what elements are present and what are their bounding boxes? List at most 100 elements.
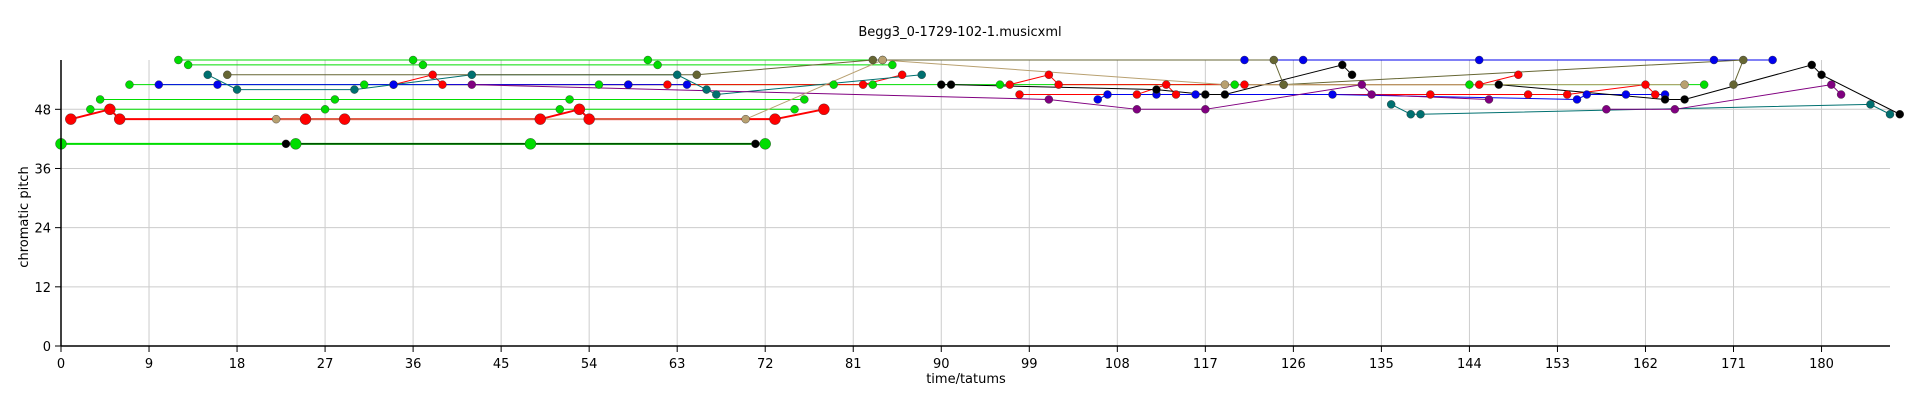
series-points-teal-13 xyxy=(203,70,926,99)
data-point xyxy=(1201,90,1210,99)
data-point xyxy=(1680,95,1689,104)
data-point xyxy=(1132,105,1142,114)
x-tick-label: 18 xyxy=(229,357,246,372)
data-point xyxy=(790,105,799,114)
data-point xyxy=(86,105,95,114)
data-point xyxy=(800,95,809,104)
data-point xyxy=(1220,80,1230,89)
data-point xyxy=(1162,80,1171,89)
data-point xyxy=(1514,70,1523,79)
data-point xyxy=(1347,70,1357,79)
data-point xyxy=(389,80,398,89)
series-line xyxy=(1498,64,1901,115)
data-point xyxy=(1729,80,1738,89)
data-point xyxy=(1641,80,1650,89)
data-point xyxy=(1680,80,1689,89)
data-point xyxy=(1817,70,1826,79)
data-point xyxy=(104,103,116,116)
data-point xyxy=(320,105,330,114)
data-point xyxy=(1005,80,1014,89)
data-point xyxy=(350,85,359,94)
data-point xyxy=(1386,100,1396,109)
data-point xyxy=(653,60,662,70)
data-point xyxy=(1171,90,1181,99)
series-points-red-7 xyxy=(389,70,907,89)
data-point xyxy=(682,80,692,89)
data-point xyxy=(1885,110,1895,119)
data-point xyxy=(702,85,711,94)
series-points-green-5 xyxy=(183,60,897,70)
series-red-6 xyxy=(70,108,825,121)
data-point xyxy=(1739,55,1748,65)
data-point xyxy=(1523,90,1533,99)
series-points-blue-11 xyxy=(1093,90,1670,104)
y-tick-label: 0 xyxy=(43,340,51,355)
data-point xyxy=(1699,80,1709,89)
data-point xyxy=(1220,90,1230,99)
data-point xyxy=(1582,90,1591,99)
data-point xyxy=(1651,90,1660,99)
data-point xyxy=(113,113,126,125)
data-point xyxy=(232,85,242,94)
data-point xyxy=(1807,60,1816,70)
series-points-black-16 xyxy=(937,60,1357,99)
series-points-teal-14 xyxy=(1386,100,1895,119)
data-point xyxy=(643,55,653,65)
data-point xyxy=(818,103,830,116)
series-points-blue-12 xyxy=(1240,55,1777,65)
data-point xyxy=(858,80,868,89)
data-point xyxy=(573,103,586,116)
data-point xyxy=(594,80,604,89)
data-point xyxy=(95,95,105,104)
series-points-green-1 xyxy=(86,105,799,114)
data-point xyxy=(751,139,760,149)
data-point xyxy=(759,138,771,150)
series-points-black-15 xyxy=(281,139,760,149)
data-point xyxy=(868,55,878,65)
data-point xyxy=(1279,80,1288,89)
data-point xyxy=(524,138,537,150)
data-point xyxy=(1709,55,1719,65)
series-points-olive-20 xyxy=(223,55,1748,89)
data-point xyxy=(1357,80,1367,89)
data-point xyxy=(1572,95,1582,104)
x-tick-label: 90 xyxy=(933,357,950,372)
x-tick-label: 99 xyxy=(1021,357,1038,372)
data-point xyxy=(878,55,887,65)
data-point xyxy=(1836,90,1846,99)
data-point xyxy=(1465,80,1474,89)
data-point xyxy=(428,70,437,79)
series-points-red-8 xyxy=(1005,70,1523,89)
data-point xyxy=(555,105,565,114)
data-point xyxy=(769,113,781,125)
series-line xyxy=(941,64,1353,96)
data-point xyxy=(1054,80,1063,89)
x-tick-label: 108 xyxy=(1105,357,1130,372)
data-point xyxy=(1367,90,1376,99)
series-points-red-6 xyxy=(65,103,830,125)
data-point xyxy=(741,114,750,124)
data-point xyxy=(223,70,232,79)
data-point xyxy=(1044,70,1054,79)
data-point xyxy=(1406,110,1415,119)
data-point xyxy=(1475,80,1484,89)
data-point xyxy=(281,139,291,149)
data-point xyxy=(1563,90,1572,99)
series-red-9 xyxy=(1019,84,1656,96)
data-point xyxy=(692,70,701,79)
data-point xyxy=(672,70,682,79)
series-line xyxy=(1606,84,1842,110)
data-point xyxy=(360,80,369,89)
data-point xyxy=(1660,95,1670,104)
series-layer xyxy=(55,55,1904,150)
data-point xyxy=(1044,95,1054,104)
chart-title: Begg3_0-1729-102-1.musicxml xyxy=(858,25,1061,40)
data-point xyxy=(1475,55,1484,65)
series-points-red-9 xyxy=(1015,80,1660,99)
y-tick-label: 48 xyxy=(34,103,51,118)
data-point xyxy=(868,80,878,89)
data-point xyxy=(946,80,956,89)
data-point xyxy=(565,95,574,104)
data-point xyxy=(917,70,926,79)
